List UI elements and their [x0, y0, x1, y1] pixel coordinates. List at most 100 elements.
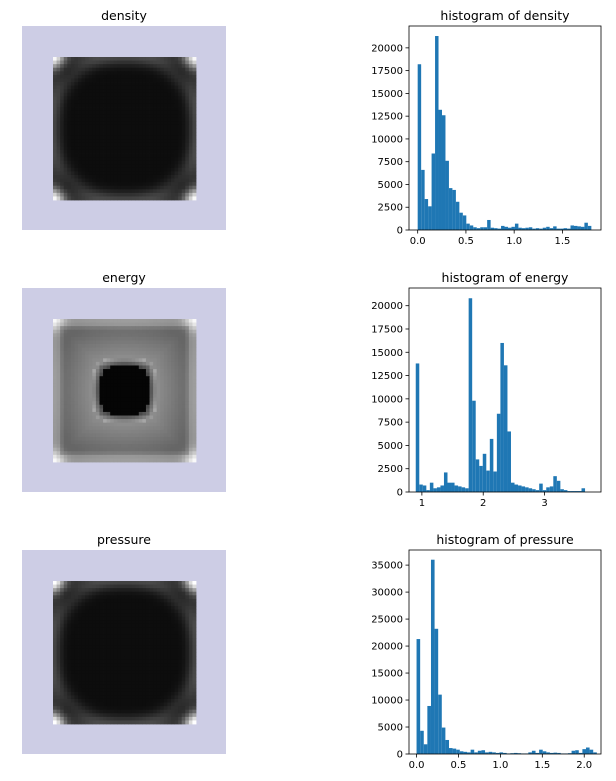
image-cell: [181, 196, 186, 201]
image-cell: [74, 149, 79, 154]
image-cell: [67, 336, 72, 341]
image-cell: [78, 157, 83, 162]
image-cell: [103, 663, 108, 668]
image-cell: [131, 164, 136, 169]
image-cell: [117, 128, 122, 133]
image-cell: [88, 322, 93, 327]
image-cell: [110, 656, 115, 661]
image-cell: [81, 365, 86, 370]
image-cell: [153, 670, 158, 675]
image-cell: [67, 132, 72, 137]
image-cell: [56, 720, 61, 725]
image-cell: [145, 394, 150, 399]
image-cell: [70, 451, 75, 456]
image-cell: [170, 89, 175, 94]
image-cell: [188, 616, 193, 621]
image-cell: [170, 322, 175, 327]
image-cell: [95, 379, 100, 384]
image-cell: [53, 60, 57, 65]
image-cell: [81, 426, 86, 431]
hist-title: histogram of pressure: [436, 532, 574, 547]
image-cell: [85, 444, 90, 449]
image-cell: [60, 616, 65, 621]
image-cell: [153, 135, 158, 140]
image-cell: [142, 365, 147, 370]
image-cell: [138, 623, 143, 628]
image-cell: [145, 71, 150, 76]
image-cell: [170, 117, 175, 122]
image-cell: [135, 336, 140, 341]
image-cell: [192, 132, 197, 137]
image-cell: [74, 153, 79, 158]
image-cell: [95, 695, 100, 700]
image-cell: [74, 92, 79, 97]
image-cell: [145, 716, 150, 721]
image-cell: [106, 67, 111, 72]
image-cell: [160, 702, 165, 707]
image-cell: [110, 340, 115, 345]
image-cell: [174, 698, 179, 703]
image-cell: [131, 422, 136, 427]
image-cell: [167, 588, 172, 593]
image-cell: [63, 82, 68, 87]
image-cell: [124, 581, 129, 585]
image-cell: [67, 401, 72, 406]
image-cell: [156, 64, 161, 69]
image-cell: [120, 433, 125, 438]
image-cell: [70, 602, 75, 607]
image-cell: [170, 411, 175, 416]
image-cell: [78, 124, 83, 129]
image-cell: [53, 96, 57, 101]
image-cell: [63, 369, 68, 374]
image-cell: [120, 584, 125, 589]
image-cell: [156, 117, 161, 122]
image-cell: [53, 347, 57, 352]
image-cell: [92, 383, 97, 388]
image-cell: [185, 397, 190, 402]
image-cell: [63, 454, 68, 459]
image-cell: [174, 85, 179, 90]
image-cell: [106, 110, 111, 115]
image-cell: [106, 60, 111, 65]
image-cell: [128, 447, 133, 452]
image-cell: [181, 67, 186, 72]
image-cell: [188, 361, 193, 366]
image-cell: [70, 411, 75, 416]
image-cell: [178, 344, 183, 348]
image-cell: [85, 691, 90, 696]
image-cell: [160, 709, 165, 714]
image-cell: [81, 397, 86, 402]
image-cell: [56, 74, 61, 79]
image-cell: [156, 358, 161, 363]
image-cell: [135, 182, 140, 187]
image-cell: [99, 146, 104, 151]
image-cell: [160, 89, 165, 94]
image-cell: [167, 684, 172, 689]
image-cell: [99, 333, 104, 338]
image-cell: [92, 656, 97, 661]
image-cell: [85, 440, 90, 445]
image-cell: [117, 691, 122, 696]
image-cell: [131, 713, 136, 718]
image-cell: [142, 698, 147, 703]
image-cell: [185, 648, 190, 653]
image-cell: [138, 372, 143, 377]
image-cell: [163, 641, 168, 646]
image-cell: [124, 78, 129, 83]
image-cell: [99, 645, 104, 650]
image-cell: [60, 645, 65, 650]
image-cell: [99, 673, 104, 678]
image-cell: [60, 440, 65, 445]
image-cell: [70, 645, 75, 650]
image-cell: [95, 433, 100, 438]
image-cell: [138, 581, 143, 585]
image-cell: [170, 386, 175, 391]
image-cell: [192, 447, 197, 452]
image-cell: [106, 354, 111, 359]
image-cell: [170, 591, 175, 596]
image-cell: [145, 581, 150, 585]
image-cell: [160, 146, 165, 151]
image-cell: [145, 132, 150, 137]
histogram-bar: [584, 222, 588, 230]
image-cell: [135, 648, 140, 653]
